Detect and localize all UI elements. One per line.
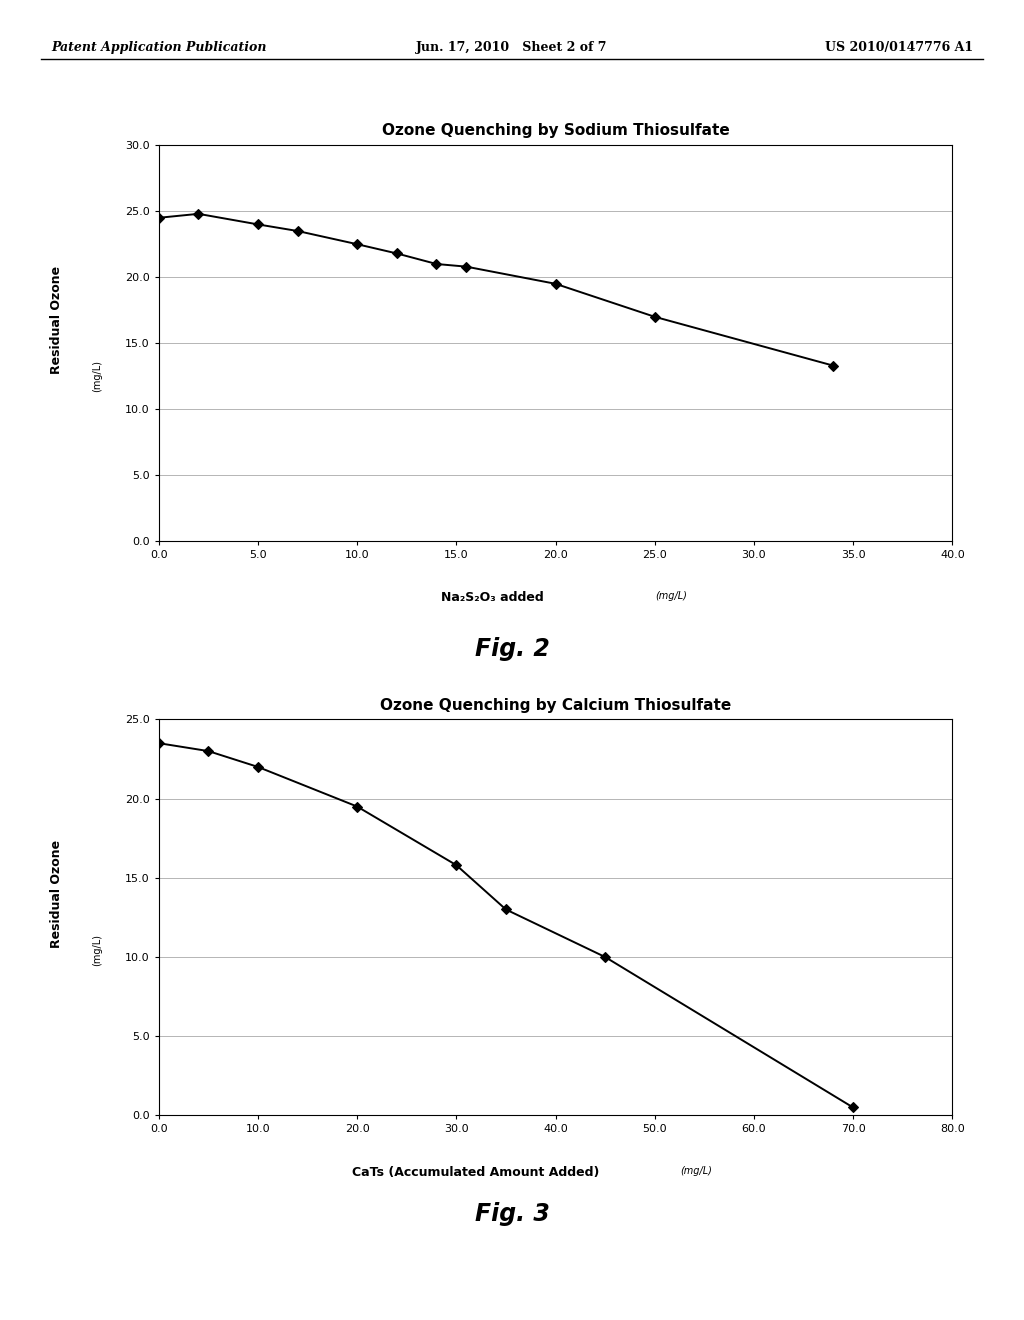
Text: US 2010/0147776 A1: US 2010/0147776 A1 [824, 41, 973, 54]
Title: Ozone Quenching by Calcium Thiosulfate: Ozone Quenching by Calcium Thiosulfate [380, 698, 731, 713]
Text: (mg/L): (mg/L) [92, 360, 102, 392]
Text: Residual Ozone: Residual Ozone [50, 265, 62, 374]
Text: Fig. 2: Fig. 2 [474, 638, 550, 661]
Title: Ozone Quenching by Sodium Thiosulfate: Ozone Quenching by Sodium Thiosulfate [382, 124, 729, 139]
Text: CaTs (Accumulated Amount Added): CaTs (Accumulated Amount Added) [352, 1166, 600, 1179]
Text: Residual Ozone: Residual Ozone [50, 840, 62, 948]
Text: Fig. 3: Fig. 3 [474, 1203, 550, 1226]
Text: Jun. 17, 2010   Sheet 2 of 7: Jun. 17, 2010 Sheet 2 of 7 [416, 41, 608, 54]
Text: Patent Application Publication: Patent Application Publication [51, 41, 266, 54]
Text: (mg/L): (mg/L) [92, 935, 102, 966]
Text: Na₂S₂O₃ added: Na₂S₂O₃ added [440, 591, 544, 605]
Text: (mg/L): (mg/L) [680, 1166, 713, 1176]
Text: (mg/L): (mg/L) [655, 591, 687, 602]
